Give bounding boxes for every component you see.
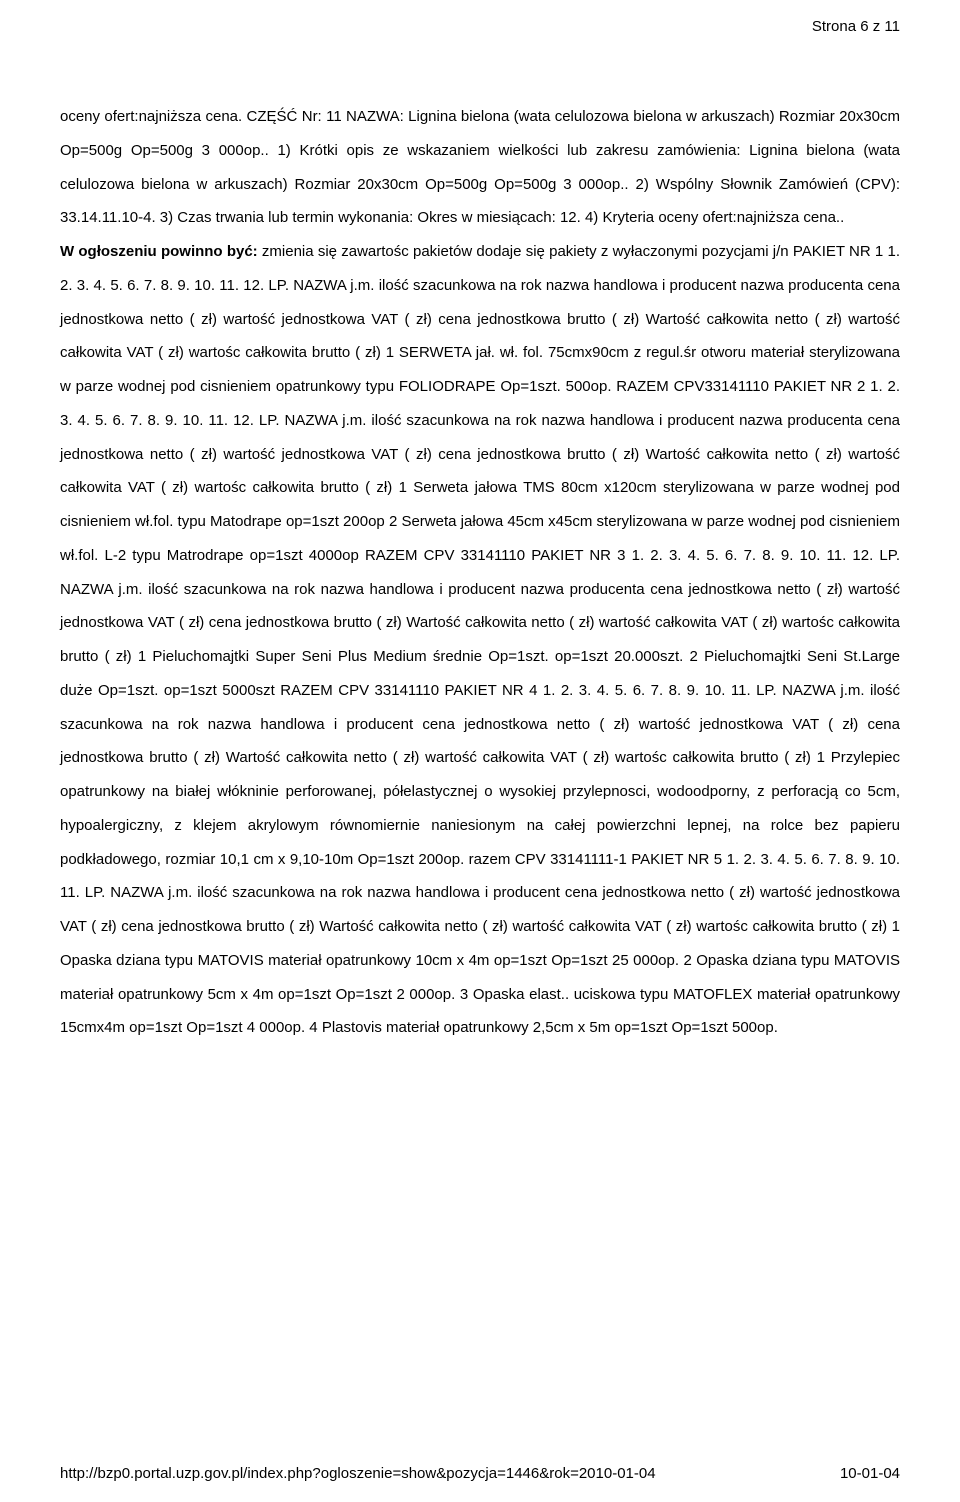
page-number: Strona 6 z 11 <box>812 18 900 35</box>
body-bold-heading: W ogłoszeniu powinno być: <box>60 243 258 260</box>
document-body: oceny ofert:najniższa cena. CZĘŚĆ Nr: 11… <box>0 0 960 1105</box>
footer-url: http://bzp0.portal.uzp.gov.pl/index.php?… <box>60 1465 656 1482</box>
footer-date: 10-01-04 <box>840 1465 900 1482</box>
body-part1: oceny ofert:najniższa cena. CZĘŚĆ Nr: 11… <box>60 108 900 226</box>
body-part2: zmienia się zawartośc pakietów dodaje si… <box>60 243 900 1036</box>
